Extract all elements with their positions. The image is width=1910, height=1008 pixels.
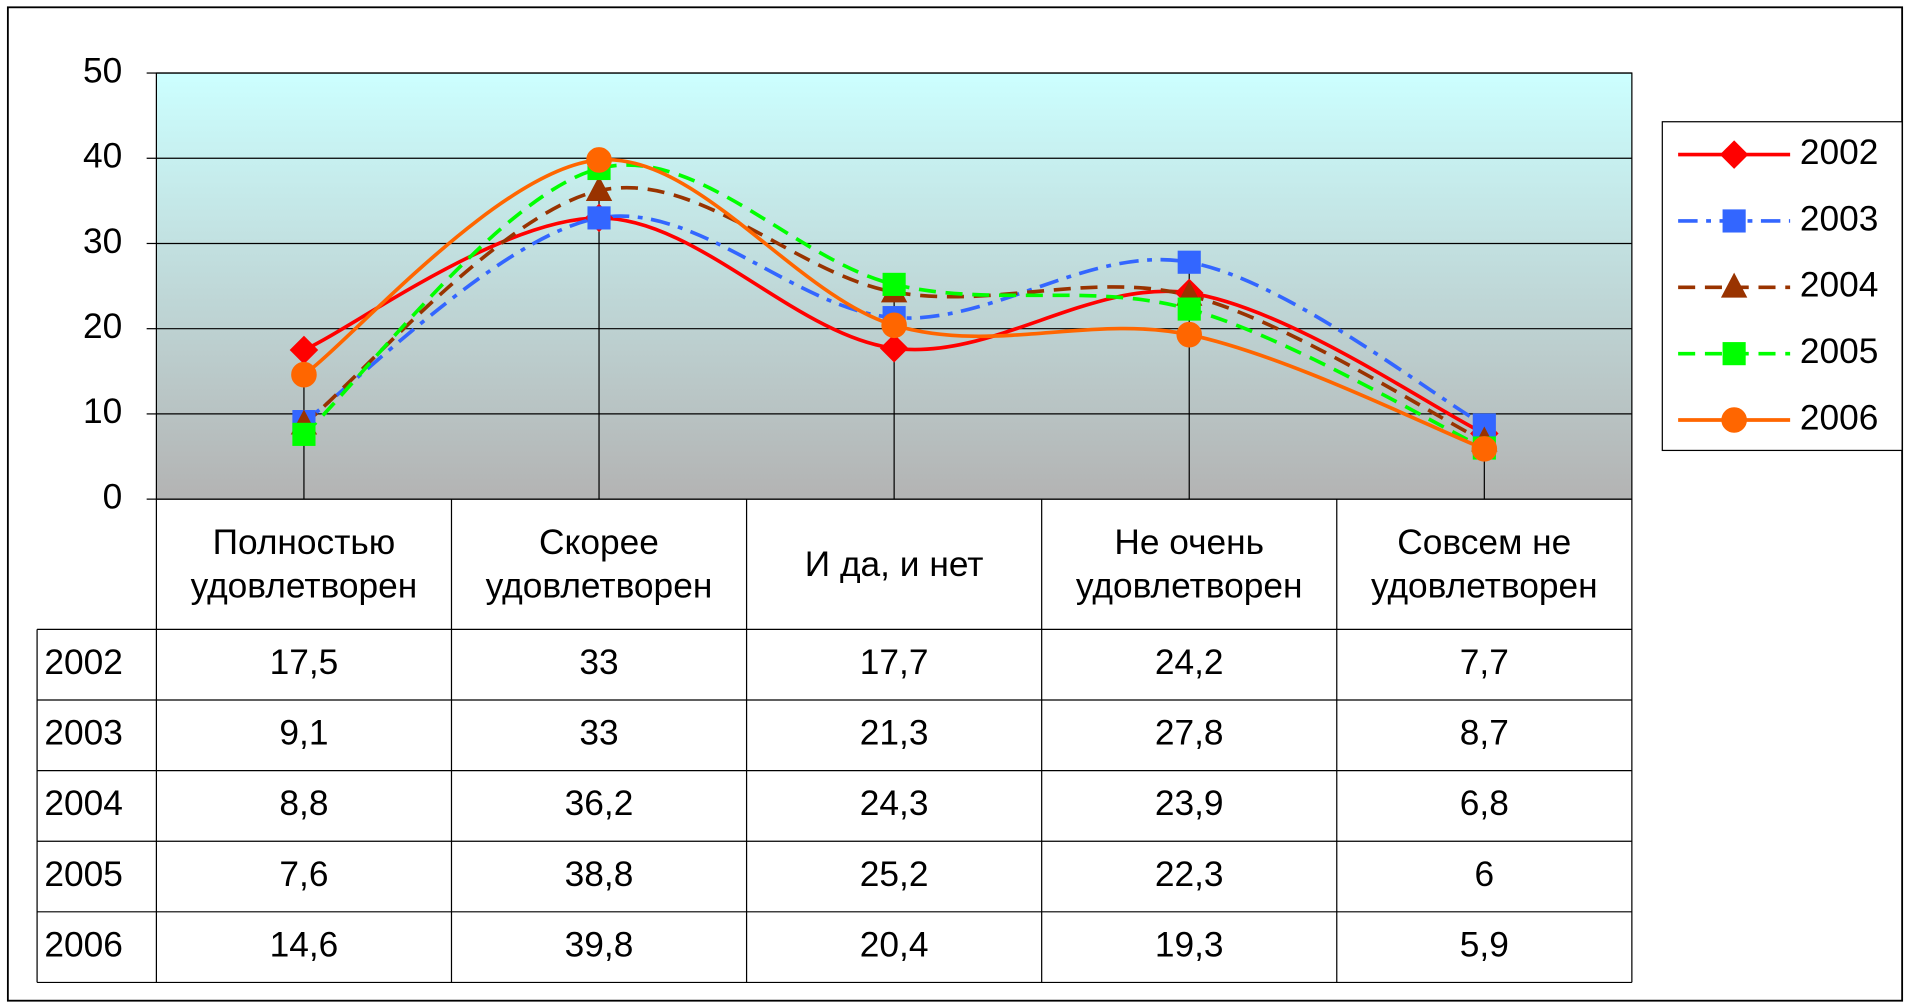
category-cell: Совсем не удовлетворен xyxy=(1370,522,1598,606)
table-value: 39,8 xyxy=(565,925,634,964)
marker xyxy=(1176,321,1203,348)
x-tick-label: Скорее удовлетворен xyxy=(485,522,713,606)
legend-label: 2003 xyxy=(1800,199,1879,238)
marker xyxy=(879,334,909,363)
x-tick-label: И да, и нет xyxy=(804,544,984,584)
table-value: 9,1 xyxy=(279,714,328,753)
y-tick-label: 40 xyxy=(83,137,122,176)
table-value: 23,9 xyxy=(1155,784,1224,823)
marker xyxy=(1720,272,1748,298)
marker xyxy=(1721,407,1747,433)
series-line xyxy=(302,163,1486,450)
table-value: 6 xyxy=(1475,855,1495,894)
marker xyxy=(586,147,612,173)
table-value: 7,7 xyxy=(1460,643,1509,682)
y-tick-label: 10 xyxy=(83,392,122,431)
category-cell: И да, и нет xyxy=(804,544,984,584)
marker xyxy=(292,422,316,446)
marker xyxy=(1722,342,1746,366)
legend-label: 2004 xyxy=(1800,266,1879,305)
table-value: 24,2 xyxy=(1155,643,1224,682)
table-value: 17,5 xyxy=(270,643,339,682)
table-row-label: 2002 xyxy=(44,643,123,682)
marker xyxy=(1719,140,1749,169)
marker xyxy=(1471,436,1498,462)
table-value: 17,7 xyxy=(860,643,929,682)
table-value: 27,8 xyxy=(1155,714,1224,753)
table-value: 33 xyxy=(579,643,618,682)
table-value: 22,3 xyxy=(1155,855,1224,894)
table-value: 7,6 xyxy=(279,855,328,894)
legend-label: 2002 xyxy=(1800,133,1879,172)
table-row-label: 2006 xyxy=(44,925,123,964)
y-tick-label: 30 xyxy=(83,222,122,261)
table-value: 5,9 xyxy=(1460,925,1509,964)
table-row-label: 2004 xyxy=(44,784,123,823)
legend-label: 2006 xyxy=(1800,398,1879,437)
category-cell: Не очень удовлетворен xyxy=(1075,522,1303,606)
y-tick-label: 50 xyxy=(83,51,122,90)
table-row-label: 2003 xyxy=(44,714,123,753)
legend-label: 2005 xyxy=(1800,332,1879,371)
legend-box xyxy=(1661,121,1903,452)
table-row-label: 2005 xyxy=(44,855,123,894)
category-cell: Скорее удовлетворен xyxy=(485,522,713,606)
table-value: 8,7 xyxy=(1460,714,1509,753)
marker xyxy=(587,206,611,230)
x-tick-label: Совсем не удовлетворен xyxy=(1370,522,1598,606)
table-value: 33 xyxy=(579,714,618,753)
y-tick-label: 0 xyxy=(103,477,123,516)
marker xyxy=(1177,297,1201,321)
marker xyxy=(882,272,906,296)
table-value: 24,3 xyxy=(860,784,929,823)
marker xyxy=(1177,250,1201,274)
y-tick-label: 20 xyxy=(83,307,122,346)
marker xyxy=(1722,209,1746,233)
x-tick-label: Полностью удовлетворен xyxy=(190,522,418,606)
marker xyxy=(291,361,317,388)
marker xyxy=(585,175,613,201)
table-value: 14,6 xyxy=(270,925,339,964)
category-cell: Полностью удовлетворен xyxy=(190,522,418,606)
table-value: 8,8 xyxy=(279,784,328,823)
table-value: 36,2 xyxy=(565,784,634,823)
table-value: 21,3 xyxy=(860,714,929,753)
table-value: 25,2 xyxy=(860,855,929,894)
table-value: 38,8 xyxy=(565,855,634,894)
table-value: 19,3 xyxy=(1155,925,1224,964)
table-value: 20,4 xyxy=(860,925,929,964)
marker xyxy=(881,312,907,339)
table-value: 6,8 xyxy=(1460,784,1509,823)
series-line xyxy=(302,158,1485,451)
x-tick-label: Не очень удовлетворен xyxy=(1075,522,1303,606)
